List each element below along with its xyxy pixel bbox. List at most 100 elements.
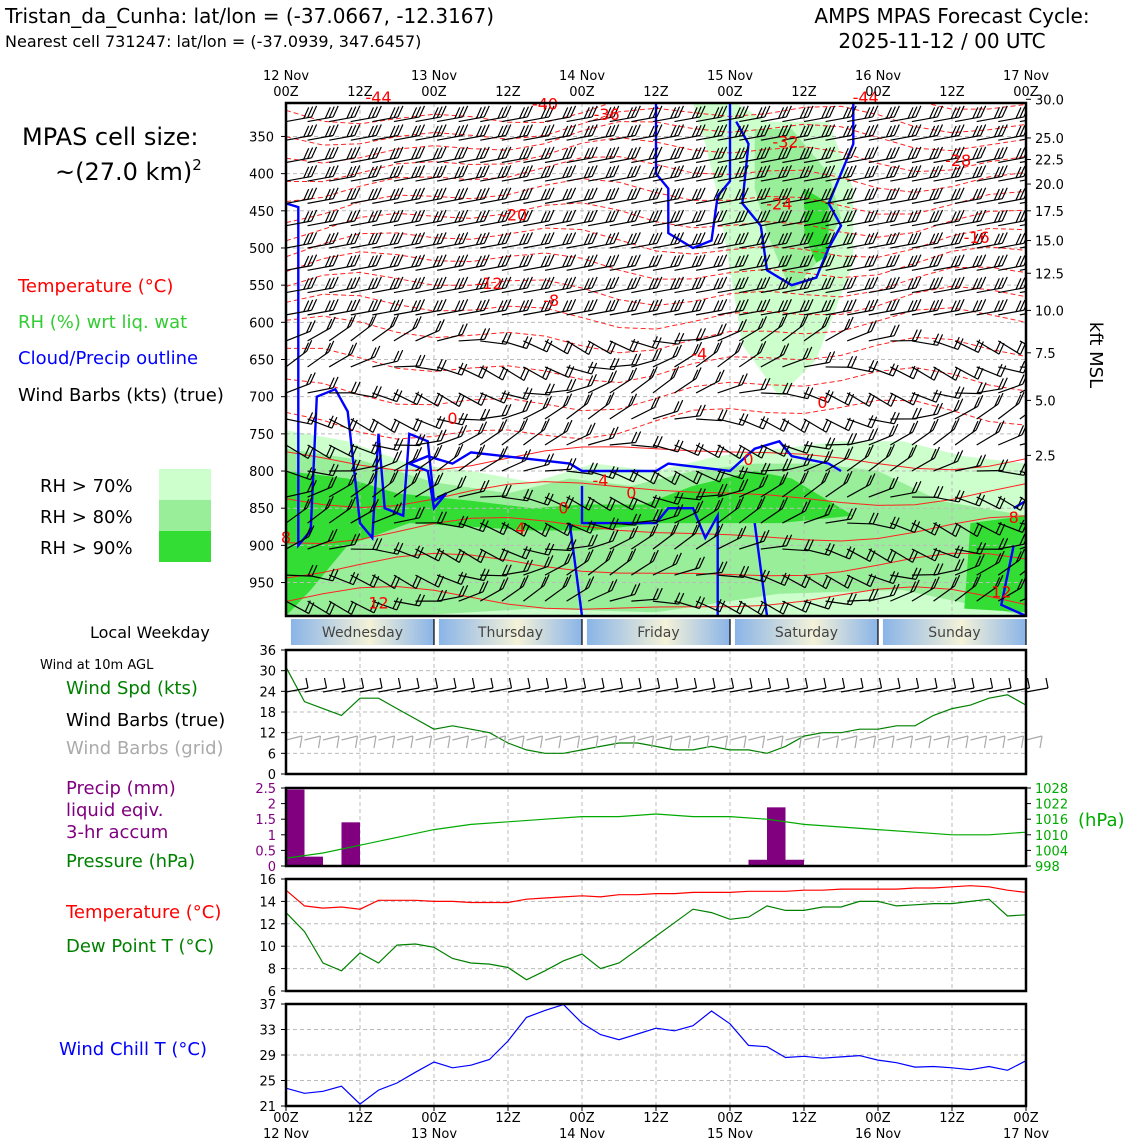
wind-barb — [328, 507, 351, 524]
wind-barb-feather — [522, 277, 530, 289]
wind-barb-feather — [951, 367, 958, 379]
wind-barb-feather — [958, 558, 965, 570]
wind-barb-feather — [1045, 428, 1050, 439]
wind-barb — [458, 522, 484, 533]
wind-barb — [782, 510, 806, 524]
wind-barb-feather — [393, 210, 400, 222]
wind-barb — [286, 134, 312, 141]
wind-barb-feather — [303, 498, 310, 511]
wind-barb-feather — [395, 502, 403, 514]
wind-barb-feather — [656, 587, 663, 600]
wind-barb-feather — [648, 148, 655, 160]
legend-cloud: Cloud/Precip outline — [18, 348, 198, 369]
wind-barb-feather — [850, 187, 857, 199]
wind-barb-true — [840, 687, 864, 693]
wind-barb — [523, 406, 547, 420]
wind-barb-grid — [877, 735, 895, 741]
wind-barb — [976, 157, 1003, 164]
wind-barb-feather — [677, 254, 685, 266]
wind-barb — [803, 325, 826, 342]
wind-barb-feather — [691, 148, 698, 160]
wind-barb — [631, 519, 658, 524]
wind-barb-true-feather — [638, 677, 642, 689]
wind-barb-feather — [764, 463, 771, 475]
pressure-tick-label: 950 — [249, 577, 274, 592]
wind-barb — [307, 116, 334, 123]
wind-barb — [868, 574, 894, 585]
wind-barb-feather — [738, 277, 745, 289]
wind-barb-feather — [889, 570, 896, 583]
wind-barb-grid-feather — [891, 735, 895, 749]
wind-barb-feather — [627, 369, 634, 382]
wind-barb-feather — [911, 329, 918, 341]
wind-barb-feather — [674, 232, 681, 245]
wind-barb-feather — [807, 298, 814, 311]
wind-barb-feather — [1041, 548, 1046, 559]
temperature-contour-positive — [286, 515, 1026, 545]
wind-barb-feather — [889, 299, 896, 312]
wind-barb-true-feather — [915, 677, 920, 689]
wind-barb-feather — [742, 414, 749, 426]
wind-barb-feather — [566, 255, 573, 267]
wind-barb-feather — [371, 147, 378, 159]
pressure-tick-label: 850 — [249, 502, 274, 517]
cell-size-value: ~(27.0 km)2 — [55, 156, 202, 186]
wind-barb-feather — [652, 210, 659, 222]
wind-barb-feather — [764, 298, 771, 311]
wind-barb-grid — [748, 735, 765, 741]
wind-barb-feather — [396, 450, 403, 462]
wind-barb — [739, 574, 765, 583]
wind-barb-feather — [325, 445, 332, 457]
weekday-name: Thursday — [477, 625, 543, 641]
wind-barb-feather — [307, 232, 314, 245]
wind-barb-feather — [544, 277, 551, 289]
wind-barb-feather — [1019, 124, 1026, 137]
wind-barb-feather — [479, 444, 486, 456]
wind-barb-feather — [397, 542, 404, 555]
wind-barb-feather — [457, 571, 464, 584]
wind-barb-feather — [324, 188, 331, 201]
wind-barb — [458, 157, 485, 164]
wind-barb-feather — [693, 502, 700, 514]
wind-barb-feather — [389, 316, 396, 329]
wind-barb — [825, 287, 852, 294]
wind-barb-feather — [972, 125, 979, 138]
wind-barb-feather — [590, 374, 597, 386]
wind-barb-feather — [997, 188, 1004, 200]
wind-barb-feather — [677, 232, 685, 244]
bottom-date-label: 16 Nov — [855, 1127, 901, 1140]
wind-barb — [998, 522, 1023, 534]
wind-barb-feather — [346, 125, 353, 138]
wind-barb-feather — [1023, 281, 1026, 289]
wind-barb — [954, 340, 979, 353]
wind-barb-feather — [418, 276, 426, 289]
wind-barb — [393, 548, 419, 559]
wind-barb-feather — [803, 188, 810, 200]
panel-y-tick-label: 24 — [259, 685, 276, 700]
wind-barb-feather — [587, 165, 594, 178]
wind-barb-feather — [957, 546, 964, 559]
wind-barb — [372, 116, 399, 123]
wind-barb — [911, 392, 937, 403]
wind-barb-feather — [821, 211, 828, 223]
wind-barb-feather — [885, 255, 893, 268]
wind-barb-grid — [396, 735, 414, 741]
wind-barb-feather — [652, 277, 659, 289]
wind-barb-grid-feather — [391, 735, 396, 749]
wind-barb-feather — [842, 148, 849, 160]
wind-barb — [847, 522, 874, 525]
wind-barb-feather — [980, 187, 987, 199]
wind-barb — [760, 157, 787, 164]
wind-barb-feather — [440, 187, 447, 199]
wind-barb-feather — [872, 298, 879, 311]
wind-barb-feather — [734, 233, 741, 246]
wind-barb — [933, 409, 958, 420]
wind-barb — [738, 326, 762, 342]
wind-barb-feather — [563, 421, 570, 434]
wind-barb-feather — [483, 479, 490, 492]
wind-barb — [911, 287, 938, 294]
pressure-y-tick-label: 998 — [1035, 860, 1060, 875]
panel-frame — [284, 786, 1028, 868]
wind-barb — [890, 116, 917, 123]
wind-barb-feather — [497, 300, 504, 312]
